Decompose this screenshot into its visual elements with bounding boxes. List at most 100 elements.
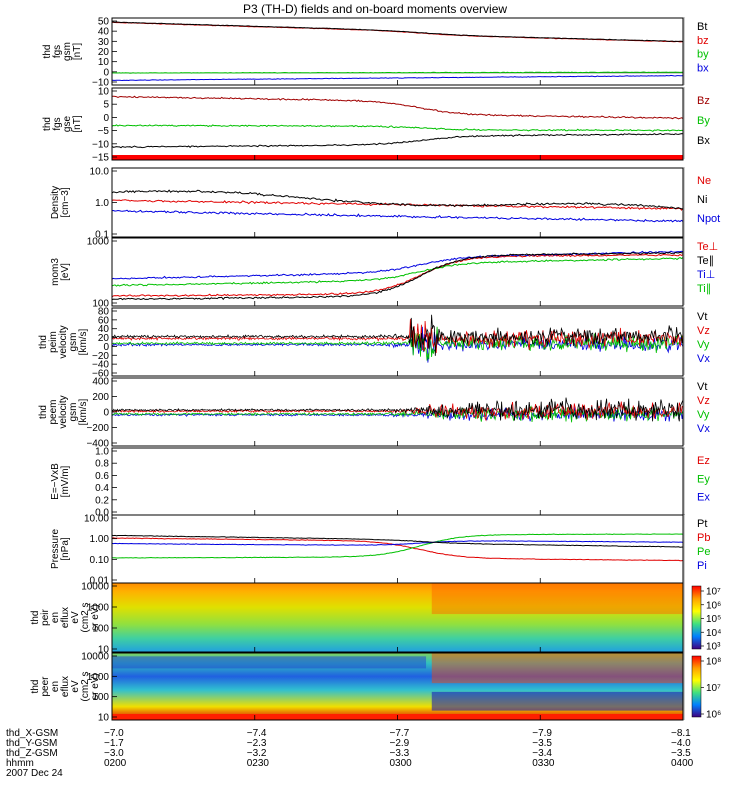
y-axis-label: thd xyxy=(30,611,41,625)
y-axis-label: [nPa] xyxy=(60,537,71,561)
panel-peer_spec: 10⁸ 10⁷ 10⁶ 10000 1000 100 10 thd peer en eflux eV(… xyxy=(30,652,721,724)
legend-Ti⊥: Ti⊥ xyxy=(697,269,715,281)
y-tick-label: 0 xyxy=(103,67,109,78)
legend-Vz: Vz xyxy=(697,325,710,337)
x-axis-row: thd_X-GSM −7.0 −7.4 −7.7 −7.9 −8.1 xyxy=(6,728,691,739)
y-tick-label: 100 xyxy=(92,624,109,635)
y-tick-label: 1000 xyxy=(87,237,110,248)
series-line-black xyxy=(111,397,684,422)
legend-Te∥: Te∥ xyxy=(697,255,714,267)
y-tick-label: −40 xyxy=(92,360,109,371)
colorbar-label: 10⁸ xyxy=(706,657,721,668)
x-axis-row: thd_Y-GSM −1.7 −2.3 −2.9 −3.5 −4.0 xyxy=(6,738,691,749)
y-axis-label: Pressure xyxy=(50,529,61,569)
y-axis-label: velocity xyxy=(58,395,69,428)
y-tick-label: −60 xyxy=(92,369,109,380)
y-tick-label: −5 xyxy=(98,126,110,137)
panel-pressure: Pt Pb Pe Pi 10.00 1.00 0.10 0.01 Pressure [nPa] xyxy=(50,514,710,587)
y-tick-label: 100 xyxy=(92,299,109,310)
y-axis-label: eflux xyxy=(60,607,71,628)
y-axis-label: [eV] xyxy=(60,263,71,281)
legend-Ne: Ne xyxy=(697,175,711,187)
y-axis-label: mom3 xyxy=(50,258,61,286)
y-tick-label: 0.0 xyxy=(95,508,109,519)
y-tick-label: −200 xyxy=(86,423,109,434)
row-value: −7.4 xyxy=(247,728,267,739)
y-tick-label: 60 xyxy=(98,315,110,326)
y-tick-label: 30 xyxy=(98,37,110,48)
panel-frame xyxy=(111,514,684,584)
colorbar-peir_spec: 10⁷ 10⁶ 10⁵ 10⁴ 10³ xyxy=(691,585,721,653)
legend-Vz: Vz xyxy=(697,395,710,407)
y-axis-label: thd xyxy=(30,680,41,694)
y-tick-label: −10 xyxy=(92,78,109,89)
series-line-Ti⊥ xyxy=(111,250,684,280)
y-axis-label: (cm2 s xyxy=(80,672,91,702)
series-line-by xyxy=(111,71,684,74)
legend-Bz: Bz xyxy=(697,95,710,107)
y-tick-label: −15 xyxy=(92,153,109,164)
y-tick-label: 10.0 xyxy=(90,167,110,178)
series-line-Pt xyxy=(111,534,684,548)
legend-Ey: Ey xyxy=(697,473,710,485)
legend-Ni: Ni xyxy=(697,194,707,206)
y-tick-label: 0.1 xyxy=(95,230,109,241)
y-axis-label: fgs xyxy=(52,117,63,130)
legend-Pb: Pb xyxy=(697,532,710,544)
panel-frame xyxy=(111,167,684,238)
y-axis-label: thd xyxy=(38,405,49,419)
colorbar-label: 10⁶ xyxy=(706,710,721,721)
y-tick-label: 50 xyxy=(98,17,110,28)
legend-bz: bz xyxy=(697,35,709,47)
panel-density: Ne Ni Npot 10.0 1.0 0.1 Density [cm−3] xyxy=(50,167,720,241)
row-value: −3.4 xyxy=(532,748,552,759)
spectrogram-fill xyxy=(112,583,683,652)
row-value: −7.7 xyxy=(390,728,410,739)
legend-Pi: Pi xyxy=(697,560,707,572)
y-tick-label: 0.6 xyxy=(95,471,109,482)
panel-frame xyxy=(111,87,684,161)
row-label: thd_X-GSM xyxy=(6,728,58,739)
row-value: 0300 xyxy=(390,758,413,769)
y-axis-label: (cm2 s xyxy=(80,603,91,633)
legend-Bt: Bt xyxy=(697,21,707,33)
series-line-green xyxy=(111,405,684,423)
colorbar-gradient xyxy=(691,585,702,650)
series-line-Te⊥ xyxy=(111,253,684,298)
series-line-black xyxy=(111,314,684,356)
panel-temp: Te⊥ Te∥ Ti⊥ Ti∥ 1000 100 mom3 [eV] xyxy=(50,237,718,310)
row-value: −3.2 xyxy=(247,748,267,759)
colorbar-label: 10⁶ xyxy=(706,600,721,611)
y-tick-label: 0.2 xyxy=(95,495,109,506)
x-axis-row: hhmm 0200 0230 0300 0330 0400 xyxy=(6,758,694,769)
panel-efield: Ez Ey Ex 1.00.80.60.40.2 0.0 E=−VxB [mV/m] xyxy=(50,447,710,519)
series-line-Ni xyxy=(111,189,684,210)
series-line-Bz xyxy=(112,95,684,120)
spectrogram-region xyxy=(431,691,683,711)
legend-Vx: Vx xyxy=(697,353,710,365)
row-label: hhmm xyxy=(6,758,34,769)
y-axis-label: [km/s] xyxy=(78,398,89,425)
legend-Vt: Vt xyxy=(697,311,707,323)
y-axis-label: Density xyxy=(50,186,61,219)
y-axis-label: peer xyxy=(40,676,51,697)
row-value: −3.5 xyxy=(532,738,552,749)
colorbar-label: 10⁵ xyxy=(706,614,721,625)
series-line-Pb xyxy=(111,537,684,562)
y-tick-label: 40 xyxy=(98,27,110,38)
panel-frame xyxy=(111,447,684,516)
y-tick-label: 0.01 xyxy=(90,576,110,587)
row-value: −7.0 xyxy=(104,728,124,739)
legend-By: By xyxy=(697,115,710,127)
y-tick-label: 400 xyxy=(92,377,109,388)
y-tick-label: 0.8 xyxy=(95,459,109,470)
y-tick-label: −400 xyxy=(86,439,109,450)
y-tick-label: −10 xyxy=(92,139,109,150)
row-label: thd_Z-GSM xyxy=(6,748,58,759)
colorbar-label: 10⁴ xyxy=(706,628,721,639)
y-axis-label: thd xyxy=(38,335,49,349)
